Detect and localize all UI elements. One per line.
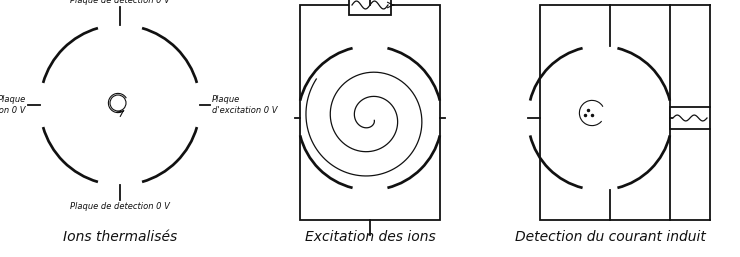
Bar [670,107,710,129]
Text: Detection du courant induit: Detection du courant induit [514,230,705,244]
Bar [540,5,670,220]
Text: Plaque
d'excitation 0 V: Plaque d'excitation 0 V [212,95,278,115]
Bar [349,0,391,15]
Text: Plaque de detection 0 V: Plaque de detection 0 V [70,202,170,211]
Text: Excitation des ions: Excitation des ions [305,230,435,244]
Bar [300,5,440,220]
Text: Ions thermalisés: Ions thermalisés [63,230,177,244]
Text: Plaque de détection 0 V: Plaque de détection 0 V [70,0,170,5]
Text: Plaque
d'excitation 0 V: Plaque d'excitation 0 V [0,95,26,115]
